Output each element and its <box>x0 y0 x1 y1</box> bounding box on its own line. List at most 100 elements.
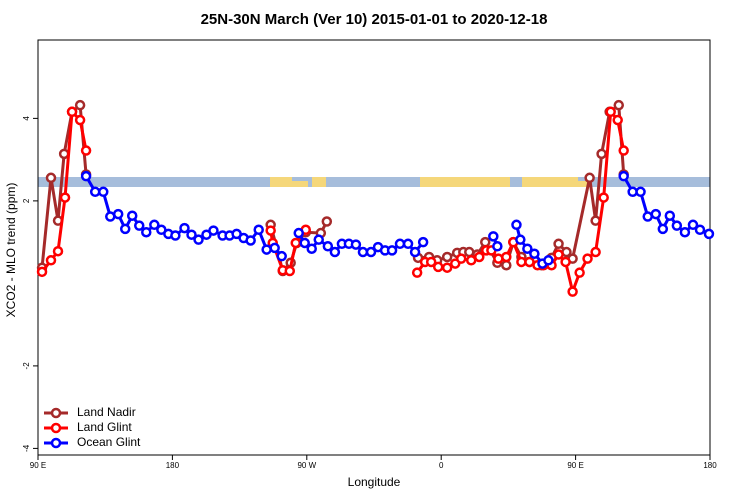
data-point <box>474 251 485 263</box>
data-point <box>584 172 595 184</box>
y-tick-label: -2 <box>22 362 31 370</box>
x-tick-label: 90 E <box>30 461 46 470</box>
data-point <box>80 170 92 182</box>
data-point <box>543 255 554 266</box>
x-tick-label: 90 E <box>567 461 583 470</box>
data-point <box>306 243 317 254</box>
data-point <box>590 246 601 258</box>
data-point <box>284 265 296 277</box>
data-point <box>329 246 341 258</box>
data-point <box>635 186 646 198</box>
data-point <box>386 245 398 256</box>
data-point <box>560 256 571 268</box>
legend-marker <box>50 437 62 449</box>
data-point <box>261 244 272 255</box>
data-point <box>515 234 526 245</box>
x-tick-label: 0 <box>439 461 444 470</box>
data-point <box>170 230 181 241</box>
data-point <box>409 246 421 258</box>
data-point <box>529 248 540 259</box>
data-point <box>52 245 64 257</box>
data-point <box>501 259 512 271</box>
legend-label: Land Nadir <box>77 405 136 419</box>
data-point <box>265 225 276 236</box>
data-point <box>36 266 48 278</box>
data-point <box>276 250 287 262</box>
data-point <box>80 145 92 156</box>
data-point <box>524 256 535 268</box>
data-point <box>394 238 406 250</box>
data-point <box>290 237 301 249</box>
data-point <box>598 192 609 203</box>
data-point <box>480 236 491 248</box>
data-point <box>45 255 57 266</box>
data-point <box>664 210 676 221</box>
x-tick-label: 180 <box>703 461 717 470</box>
data-point <box>650 208 662 220</box>
data-point <box>425 256 437 268</box>
data-point <box>149 219 160 231</box>
data-point <box>74 99 86 111</box>
data-point <box>694 224 706 236</box>
x-axis-label: Longitude <box>348 475 401 489</box>
data-point <box>574 267 585 278</box>
data-point <box>133 220 145 231</box>
y-tick-label: -4 <box>22 444 31 452</box>
y-tick-label: 2 <box>22 198 31 203</box>
data-point <box>45 172 57 184</box>
data-point <box>299 237 310 249</box>
data-point <box>193 234 204 245</box>
data-point <box>501 251 512 263</box>
plot-frame <box>37 39 711 456</box>
data-point <box>402 238 414 250</box>
data-point <box>350 239 362 250</box>
data-point <box>567 286 578 297</box>
data-point <box>553 249 564 260</box>
x-tick-label: 90 W <box>297 461 316 470</box>
data-point <box>612 114 623 126</box>
data-point <box>357 246 369 258</box>
data-point <box>492 241 503 252</box>
data-point <box>141 226 152 238</box>
series-line <box>84 175 710 266</box>
data-point <box>253 224 264 236</box>
data-point <box>59 192 71 203</box>
data-point <box>74 114 86 126</box>
data-point <box>98 186 109 198</box>
y-tick-label: 4 <box>22 116 31 121</box>
data-point <box>322 241 334 252</box>
data-point <box>464 246 475 258</box>
data-point <box>618 145 629 156</box>
data-point <box>411 267 423 278</box>
data-point <box>89 186 101 198</box>
data-point <box>687 219 699 231</box>
data-point <box>269 242 280 254</box>
data-point <box>642 211 653 222</box>
x-tick-label: 180 <box>166 461 180 470</box>
data-point <box>313 234 324 245</box>
data-point <box>596 148 607 160</box>
data-point <box>657 223 669 235</box>
data-point <box>465 255 477 266</box>
data-point <box>511 219 522 231</box>
data-point <box>245 235 256 246</box>
data-point <box>126 210 138 221</box>
data-point <box>679 226 691 238</box>
data-point <box>516 256 527 268</box>
data-point <box>119 223 131 235</box>
y-axis-label: XCO2 - MLO trend (ppm) <box>4 183 18 318</box>
data-point <box>179 222 190 234</box>
data-point <box>441 262 453 273</box>
data-point <box>671 220 683 231</box>
data-point <box>112 208 124 220</box>
data-point <box>582 253 593 264</box>
data-point <box>488 231 499 242</box>
data-point <box>66 106 78 118</box>
data-point <box>441 251 453 263</box>
data-point <box>321 216 333 227</box>
data-point <box>455 253 467 264</box>
chart-title: 25N-30N March (Ver 10) 2015-01-01 to 202… <box>201 11 548 28</box>
data-point <box>553 238 564 250</box>
data-point <box>365 246 377 258</box>
